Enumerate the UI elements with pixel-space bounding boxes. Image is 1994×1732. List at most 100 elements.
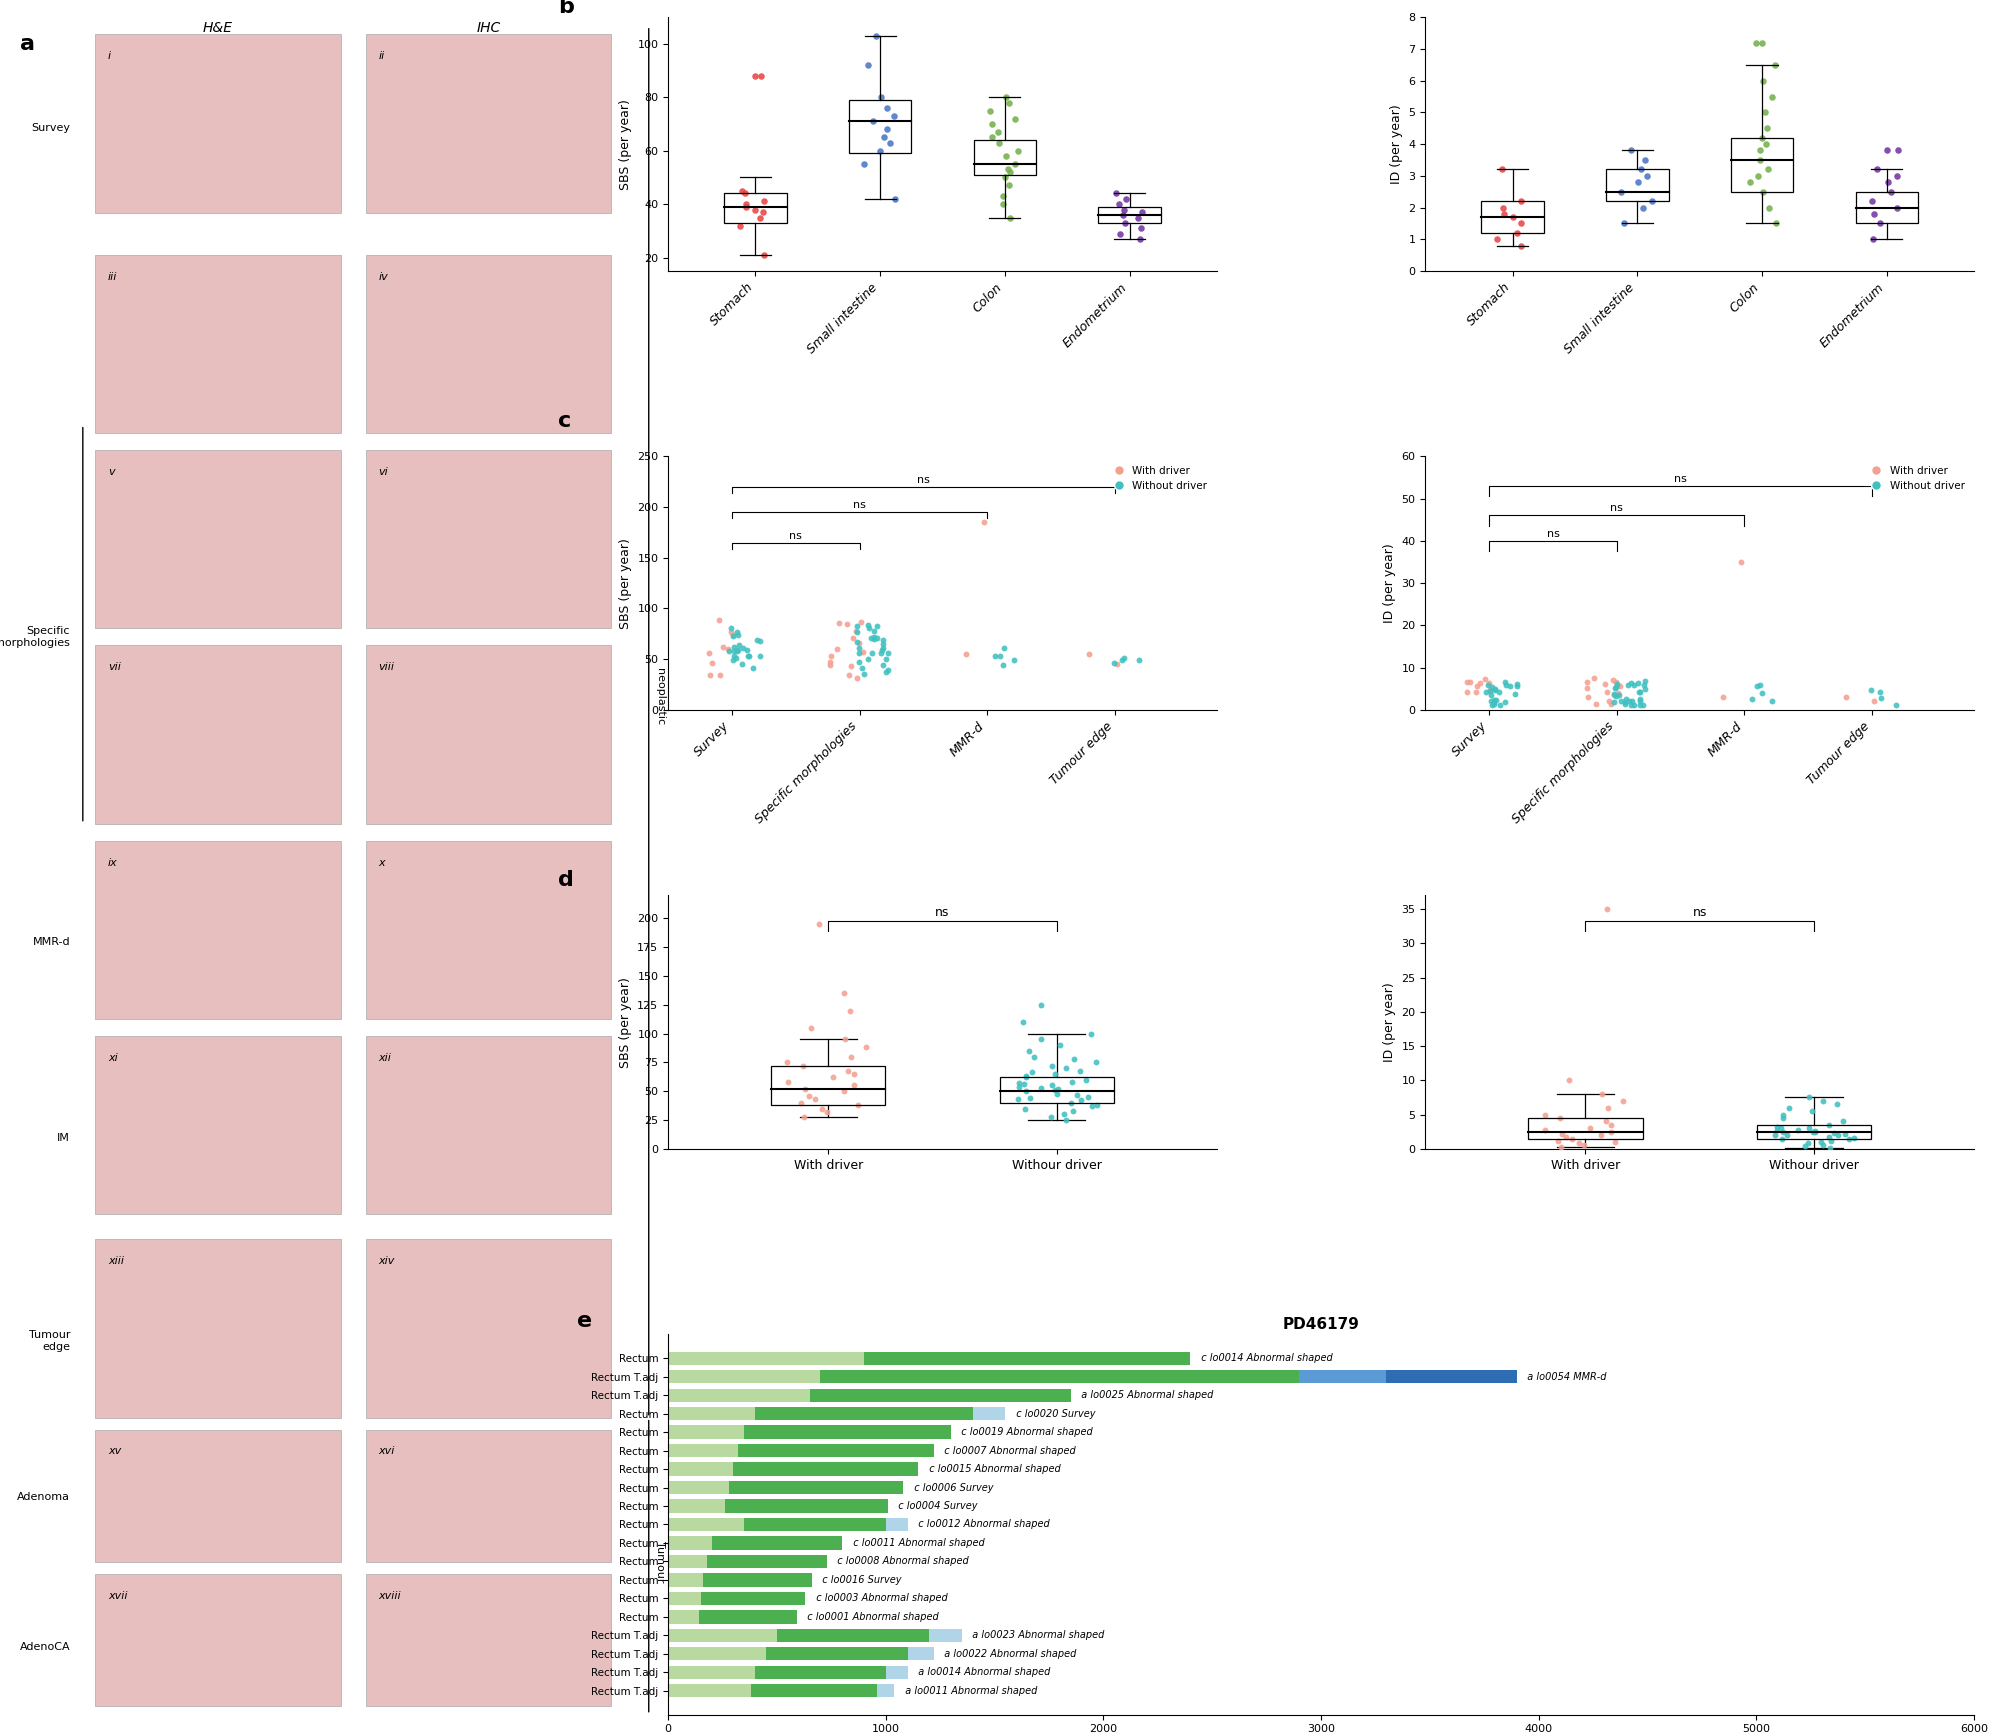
Point	[867, 634, 899, 662]
Point	[1505, 210, 1537, 237]
Point	[1571, 684, 1603, 712]
Point	[1105, 220, 1137, 248]
Point	[1629, 667, 1661, 695]
Bar	[668, 1555, 708, 1567]
Point	[1815, 1134, 1846, 1162]
Point	[1497, 203, 1529, 230]
Bar	[668, 1351, 863, 1365]
Point	[859, 625, 891, 653]
Text: c lo0008 Abnormal shaped: c lo0008 Abnormal shaped	[831, 1557, 969, 1566]
Bar	[365, 1429, 610, 1562]
Point	[1625, 691, 1657, 719]
Point	[1127, 199, 1159, 227]
Point	[1611, 684, 1643, 712]
Point	[1011, 1063, 1043, 1091]
Point	[1625, 156, 1657, 184]
Point	[1591, 1095, 1623, 1122]
Point	[726, 177, 758, 204]
Bar	[730, 1481, 903, 1495]
Text: viii: viii	[379, 662, 395, 672]
Point	[1838, 1124, 1870, 1152]
Point	[1725, 547, 1757, 575]
Point	[790, 1076, 822, 1103]
Point	[786, 1051, 818, 1079]
Point	[1109, 210, 1141, 237]
Point	[830, 1025, 861, 1053]
Point	[1073, 641, 1105, 669]
Point	[1623, 684, 1655, 712]
Bar	[863, 1351, 1190, 1365]
Point	[831, 1057, 863, 1084]
Point	[1047, 1100, 1079, 1128]
Point	[796, 1013, 828, 1041]
Point	[975, 123, 1007, 151]
Point	[1627, 194, 1659, 222]
Point	[814, 648, 845, 675]
Point	[1595, 1110, 1627, 1138]
Bar	[668, 1611, 698, 1623]
Text: a: a	[20, 35, 36, 54]
Point	[979, 643, 1011, 670]
Point	[1597, 688, 1629, 715]
Text: IHC: IHC	[477, 21, 500, 35]
Text: ns: ns	[1693, 906, 1707, 920]
Point	[1069, 1065, 1101, 1093]
Bar	[929, 1628, 961, 1642]
Point	[1015, 1084, 1047, 1112]
Point	[1035, 1072, 1067, 1100]
Point	[1501, 670, 1533, 698]
Point	[1547, 1121, 1579, 1148]
Point	[732, 636, 764, 663]
Point	[726, 634, 758, 662]
Point	[1452, 669, 1484, 696]
Point	[1607, 210, 1639, 237]
Point	[1103, 191, 1135, 218]
Bar	[752, 1684, 877, 1697]
Bar	[772, 1065, 885, 1105]
Point	[847, 637, 879, 665]
Point	[742, 627, 774, 655]
Point	[837, 624, 869, 651]
Point	[1478, 686, 1509, 714]
Point	[865, 83, 897, 111]
Point	[1452, 679, 1484, 707]
Point	[1061, 1081, 1093, 1108]
Point	[1741, 672, 1773, 700]
Point	[1759, 50, 1791, 78]
Point	[1545, 1133, 1577, 1160]
Point	[1599, 674, 1631, 701]
Point	[1579, 689, 1611, 717]
Text: c lo0016 Survey: c lo0016 Survey	[816, 1574, 901, 1585]
Point	[1075, 1093, 1107, 1121]
Bar	[724, 1500, 887, 1512]
Point	[1827, 1108, 1858, 1136]
Point	[1003, 1086, 1035, 1114]
Point	[1494, 672, 1525, 700]
Point	[877, 102, 909, 130]
Point	[1125, 215, 1157, 242]
Point	[1747, 29, 1779, 57]
Point	[740, 62, 772, 90]
Point	[843, 639, 875, 667]
Bar	[365, 646, 610, 823]
Point	[1741, 29, 1773, 57]
Point	[1757, 83, 1789, 111]
Bar	[712, 1536, 841, 1550]
Bar	[365, 255, 610, 433]
Bar	[365, 1036, 610, 1214]
Point	[1823, 1121, 1854, 1148]
Point	[722, 636, 754, 663]
Point	[1476, 681, 1507, 708]
Point	[1109, 644, 1141, 672]
Point	[1025, 1025, 1057, 1053]
Point	[1123, 646, 1155, 674]
Point	[833, 662, 865, 689]
Point	[1543, 1105, 1575, 1133]
Bar	[724, 194, 786, 223]
Bar	[756, 1666, 885, 1678]
Point	[1783, 1117, 1815, 1145]
Point	[1051, 1107, 1083, 1134]
Point	[696, 650, 728, 677]
Legend: With driver, Without driver: With driver, Without driver	[1105, 461, 1212, 495]
Point	[1599, 1128, 1631, 1155]
